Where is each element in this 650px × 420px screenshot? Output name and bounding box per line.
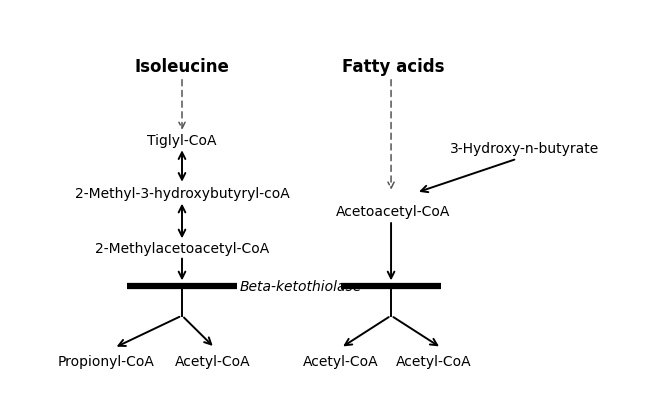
Text: 3-Hydroxy-n-butyrate: 3-Hydroxy-n-butyrate xyxy=(450,142,599,156)
Text: Acetyl-CoA: Acetyl-CoA xyxy=(174,354,250,368)
Text: Acetyl-CoA: Acetyl-CoA xyxy=(303,354,378,368)
Text: Acetoacetyl-CoA: Acetoacetyl-CoA xyxy=(337,205,450,219)
Text: 2-Methylacetoacetyl-CoA: 2-Methylacetoacetyl-CoA xyxy=(95,242,269,256)
Text: Fatty acids: Fatty acids xyxy=(343,58,445,76)
Text: Isoleucine: Isoleucine xyxy=(135,58,229,76)
Text: Tiglyl-CoA: Tiglyl-CoA xyxy=(148,134,216,148)
Text: 2-Methyl-3-hydroxybutyryl-coA: 2-Methyl-3-hydroxybutyryl-coA xyxy=(75,187,289,201)
Text: Acetyl-CoA: Acetyl-CoA xyxy=(396,354,472,368)
Text: Beta-ketothiolase: Beta-ketothiolase xyxy=(239,280,361,294)
Text: Propionyl-CoA: Propionyl-CoA xyxy=(58,354,155,368)
